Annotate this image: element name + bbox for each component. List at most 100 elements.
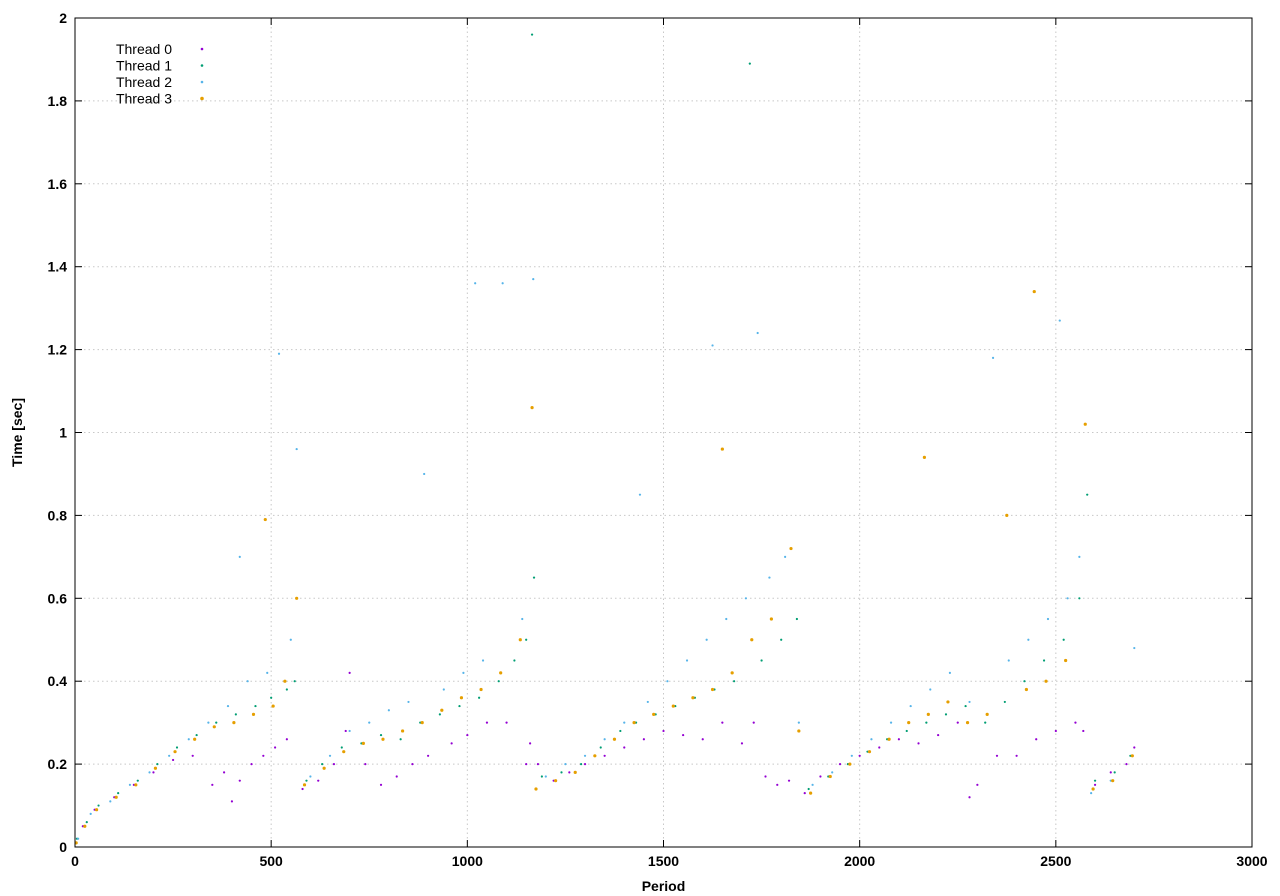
point-thread-3 xyxy=(361,741,365,745)
point-thread-0 xyxy=(787,779,791,782)
grid xyxy=(75,18,1252,847)
point-thread-2 xyxy=(666,680,669,683)
point-thread-1 xyxy=(270,696,273,699)
point-thread-3 xyxy=(440,708,444,712)
point-thread-2 xyxy=(501,282,504,285)
point-thread-2 xyxy=(532,278,535,281)
point-thread-0 xyxy=(838,763,842,766)
x-tick-label: 1500 xyxy=(648,853,679,869)
point-thread-1 xyxy=(1062,638,1065,641)
point-thread-0 xyxy=(505,721,508,724)
point-thread-1 xyxy=(234,713,237,716)
point-thread-1 xyxy=(175,746,179,749)
point-thread-3 xyxy=(612,737,617,741)
y-tick-label: 0.6 xyxy=(48,590,68,606)
point-thread-2 xyxy=(462,671,465,675)
point-thread-1 xyxy=(905,729,908,733)
point-thread-1 xyxy=(944,713,948,716)
point-thread-2 xyxy=(521,617,524,621)
point-thread-1 xyxy=(1093,779,1097,782)
legend-label: Thread 1 xyxy=(116,58,172,74)
point-thread-1 xyxy=(964,704,967,708)
point-thread-1 xyxy=(340,746,343,749)
point-thread-0 xyxy=(662,729,665,733)
point-thread-2 xyxy=(148,771,151,774)
point-thread-3 xyxy=(302,783,307,787)
point-thread-2 xyxy=(711,344,714,347)
point-thread-0 xyxy=(427,754,430,757)
point-thread-1 xyxy=(1078,597,1081,600)
point-thread-2 xyxy=(870,738,873,741)
x-tick-label: 2500 xyxy=(1040,853,1071,869)
point-thread-1 xyxy=(760,659,763,662)
point-thread-2 xyxy=(685,659,689,662)
point-thread-3 xyxy=(1005,513,1009,518)
point-thread-2 xyxy=(991,356,995,359)
point-thread-2 xyxy=(109,800,112,803)
point-thread-3 xyxy=(828,774,832,779)
point-thread-0 xyxy=(395,775,398,778)
y-axis-title: Time [sec] xyxy=(9,398,25,467)
point-thread-2 xyxy=(128,783,132,786)
point-thread-0 xyxy=(466,733,469,737)
point-thread-3 xyxy=(652,712,656,716)
point-thread-2 xyxy=(811,783,814,786)
point-thread-1 xyxy=(513,659,516,662)
point-thread-1 xyxy=(438,713,441,716)
point-thread-3 xyxy=(1091,787,1095,791)
point-thread-2 xyxy=(423,472,426,476)
point-thread-1 xyxy=(780,638,783,641)
point-thread-1 xyxy=(560,771,563,774)
point-thread-2 xyxy=(1058,319,1061,322)
point-thread-0 xyxy=(1109,771,1112,774)
point-thread-2 xyxy=(481,659,485,662)
point-thread-0 xyxy=(752,721,755,724)
point-thread-0 xyxy=(250,763,253,766)
point-thread-3 xyxy=(479,687,483,692)
point-thread-1 xyxy=(321,763,324,766)
point-thread-3 xyxy=(809,791,813,795)
legend-label: Thread 0 xyxy=(116,41,172,57)
point-thread-2 xyxy=(1046,617,1050,621)
point-thread-1 xyxy=(1003,700,1006,704)
point-thread-1 xyxy=(925,721,928,724)
point-thread-2 xyxy=(1066,597,1069,600)
point-thread-3 xyxy=(573,770,577,774)
point-thread-0 xyxy=(917,742,920,745)
y-tick-label: 1.4 xyxy=(48,259,68,275)
point-thread-3 xyxy=(459,696,464,700)
point-thread-3 xyxy=(720,447,724,451)
point-thread-0 xyxy=(721,721,724,724)
point-thread-2 xyxy=(77,837,80,840)
point-thread-0 xyxy=(411,763,414,766)
point-thread-1 xyxy=(254,704,257,708)
point-thread-3 xyxy=(946,700,950,704)
point-thread-3 xyxy=(1130,754,1134,758)
point-thread-1 xyxy=(156,763,159,766)
y-tick-label: 0 xyxy=(59,839,67,855)
point-thread-0 xyxy=(344,729,347,733)
y-tick-label: 0.8 xyxy=(48,507,68,523)
point-thread-0 xyxy=(995,754,999,757)
point-thread-3 xyxy=(985,712,989,716)
point-thread-2 xyxy=(1027,638,1030,641)
point-thread-2 xyxy=(277,352,281,355)
point-thread-3 xyxy=(322,766,326,770)
point-thread-2 xyxy=(909,704,912,708)
point-thread-0 xyxy=(285,738,288,741)
point-thread-2 xyxy=(226,704,230,708)
point-thread-1 xyxy=(619,729,622,733)
point-thread-3 xyxy=(1064,658,1068,663)
point-thread-0 xyxy=(379,783,383,786)
point-thread-3 xyxy=(710,687,715,692)
point-thread-1 xyxy=(117,792,120,795)
point-thread-1 xyxy=(532,576,536,579)
point-thread-0 xyxy=(222,771,226,774)
point-thread-1 xyxy=(1023,680,1026,683)
point-thread-0 xyxy=(740,742,744,745)
point-thread-3 xyxy=(848,762,852,766)
point-thread-0 xyxy=(171,758,175,762)
point-thread-0 xyxy=(536,763,540,766)
point-thread-0 xyxy=(273,746,277,749)
point-thread-2 xyxy=(1007,659,1010,662)
